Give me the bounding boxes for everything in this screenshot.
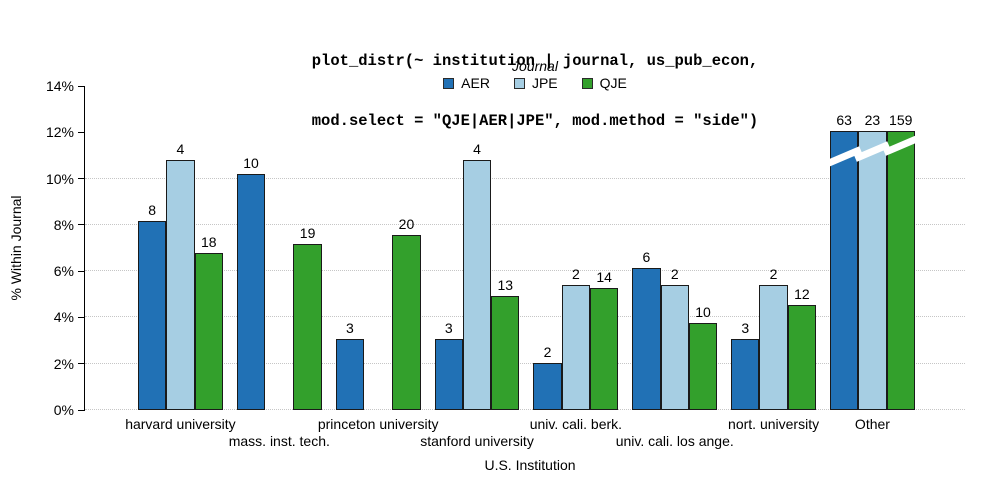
y-tick-label: 14% xyxy=(45,78,74,94)
bar-value-label: 14 xyxy=(596,268,612,285)
bar-qje xyxy=(590,287,619,410)
gridline xyxy=(85,223,965,225)
bar-jpe xyxy=(759,284,788,410)
y-tick-mark xyxy=(78,316,84,318)
legend-label: JPE xyxy=(531,75,558,91)
bar-qje xyxy=(787,305,817,410)
x-axis-title: U.S. Institution xyxy=(484,457,576,473)
y-tick-label: 2% xyxy=(53,355,74,372)
y-axis-line xyxy=(84,86,85,411)
x-category-label: nort. university xyxy=(728,416,820,432)
x-category-label: Other xyxy=(854,416,890,432)
legend-swatch-icon xyxy=(443,77,455,89)
bar-jpe xyxy=(561,284,591,410)
bar-aer xyxy=(632,268,661,410)
y-tick-label: 8% xyxy=(53,216,74,233)
bar-value-label: 4 xyxy=(176,140,185,157)
y-tick-label: 4% xyxy=(53,309,74,326)
x-category-label: univ. cali. berk. xyxy=(529,416,623,432)
bar-value-label: 10 xyxy=(243,154,259,171)
y-tick-mark xyxy=(78,363,84,365)
bar-aer xyxy=(434,339,463,410)
bar-aer xyxy=(731,339,760,410)
y-tick-mark xyxy=(78,85,84,87)
y-tick-label: 10% xyxy=(45,170,74,187)
gridline xyxy=(85,409,965,410)
legend-swatch-icon xyxy=(513,77,525,89)
gridline xyxy=(85,270,965,272)
legend-entry-aer: AER xyxy=(443,75,490,91)
legend-label: AER xyxy=(461,75,490,91)
gridline xyxy=(85,362,965,364)
bar-jpe xyxy=(660,284,689,410)
x-category-label: univ. cali. los ange. xyxy=(615,433,734,449)
bar-value-label: 4 xyxy=(473,140,481,157)
x-category-label: stanford university xyxy=(420,433,534,449)
bar-qje xyxy=(293,244,322,410)
bar-jpe xyxy=(858,131,887,410)
bar-value-label: 6 xyxy=(642,249,651,266)
bar-value-label: 3 xyxy=(741,320,750,337)
gridline xyxy=(85,316,965,318)
bar-value-label: 13 xyxy=(497,277,514,294)
x-category-label: mass. inst. tech. xyxy=(228,433,330,449)
chart-title-line1: plot_distr(~ institution | journal, us_p… xyxy=(311,52,759,70)
chart-title-line2: mod.select = "QJE|AER|JPE", mod.method =… xyxy=(311,112,759,130)
y-tick-label: 12% xyxy=(45,124,74,141)
legend-entry-jpe: JPE xyxy=(513,75,558,91)
bar-aer xyxy=(829,131,859,410)
bar-value-label: 3 xyxy=(345,320,354,337)
bar-value-label: 12 xyxy=(794,286,810,303)
bar-value-label: 19 xyxy=(299,225,316,242)
x-category-label: harvard university xyxy=(125,416,236,432)
gridline xyxy=(85,177,965,179)
y-tick-mark xyxy=(78,409,84,411)
y-tick-mark xyxy=(78,270,84,272)
bar-value-label: 159 xyxy=(889,112,913,129)
y-tick-label: 6% xyxy=(53,263,74,280)
legend: AER JPE QJE xyxy=(85,75,985,91)
bar-value-label: 23 xyxy=(864,112,881,129)
bar-qje xyxy=(194,252,223,410)
legend-label: QJE xyxy=(599,75,627,91)
bar-aer xyxy=(533,362,562,410)
bar-value-label: 3 xyxy=(444,320,453,337)
legend-swatch-icon xyxy=(581,77,593,89)
bar-aer xyxy=(236,173,266,410)
bar-qje xyxy=(688,322,718,410)
y-tick-label: 0% xyxy=(53,402,74,418)
bar-jpe xyxy=(166,159,195,410)
plot-area: 8 10 3 3 2 6 3 63 4 4 2 2 2 23 18 19 20 13 14 10 12 159 xyxy=(85,86,965,410)
y-tick-mark xyxy=(78,178,84,180)
bar-value-label: 18 xyxy=(200,233,217,250)
bar-value-label: 2 xyxy=(571,265,580,282)
bar-value-label: 20 xyxy=(398,216,415,233)
legend-entry-qje: QJE xyxy=(581,75,627,91)
y-tick-mark xyxy=(78,131,84,133)
y-tick-mark xyxy=(78,224,84,226)
bar-value-label: 10 xyxy=(695,303,711,320)
legend-title: Journal xyxy=(512,58,558,74)
y-axis-title: % Within Journal xyxy=(8,195,24,301)
bar-jpe xyxy=(462,159,492,410)
x-category-label: princeton university xyxy=(317,416,439,432)
bar-aer xyxy=(138,221,167,410)
bar-value-label: 2 xyxy=(543,343,552,360)
bar-value-label: 8 xyxy=(148,202,157,219)
bar-aer xyxy=(335,339,364,410)
chart-title: plot_distr(~ institution | journal, us_p… xyxy=(85,11,985,171)
bar-value-label: 63 xyxy=(836,112,852,129)
bar-qje xyxy=(491,296,520,410)
bar-value-label: 2 xyxy=(769,265,778,282)
bar-qje xyxy=(392,235,421,410)
bar-value-label: 2 xyxy=(670,265,679,282)
bar-qje xyxy=(886,131,915,410)
